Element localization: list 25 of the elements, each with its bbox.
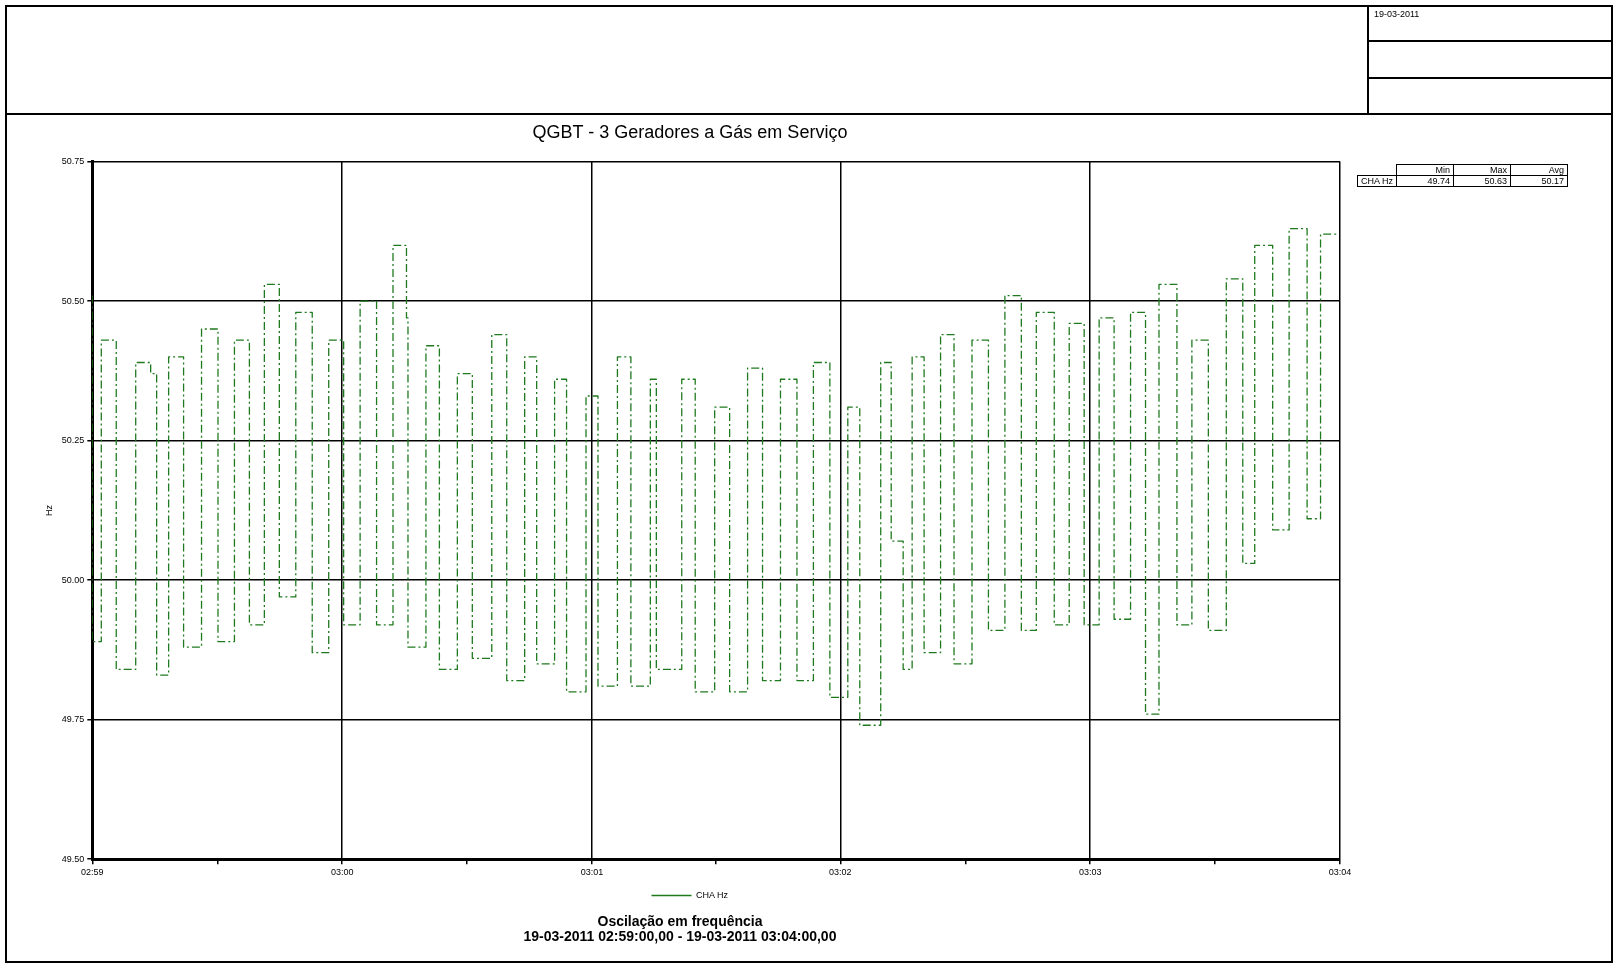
y-axis-title: Hz — [43, 504, 54, 516]
y-tick-label: 49.50 — [61, 853, 85, 864]
text: 50.63 — [1453, 175, 1511, 187]
x-tick-label: 03:03 — [1078, 867, 1102, 878]
x-tick-label: 03:02 — [829, 867, 852, 878]
x-tick-label: 03:00 — [330, 867, 354, 878]
x-tick-label: 03:01 — [580, 867, 604, 878]
text: Max — [1453, 164, 1511, 176]
y-tick-label: 50.50 — [61, 295, 85, 306]
y-tick-label: 50.25 — [61, 435, 85, 446]
text: 19-03-2011 — [1374, 9, 1420, 19]
text: 19-03-2011 02:59:00,00 - 19-03-2011 03:04:00,00 — [522, 928, 838, 944]
text: 50.17 — [1510, 175, 1568, 187]
text: 49.74 — [1396, 175, 1454, 187]
chart-title: QGBT - 3 Geradores a Gás em Serviço — [532, 121, 848, 142]
y-tick-label: 50.75 — [61, 156, 85, 167]
y-tick-label: 49.75 — [61, 714, 85, 725]
text: Min — [1396, 164, 1454, 176]
x-tick-label: 02:59 — [81, 867, 104, 878]
legend-label: CHA Hz — [696, 889, 729, 900]
y-tick-label: 50.00 — [61, 574, 85, 585]
text: Avg — [1510, 164, 1568, 176]
text: Oscilação em frequência — [596, 913, 764, 929]
x-tick-label: 03:04 — [1328, 867, 1352, 878]
text: CHA Hz — [1357, 175, 1397, 187]
